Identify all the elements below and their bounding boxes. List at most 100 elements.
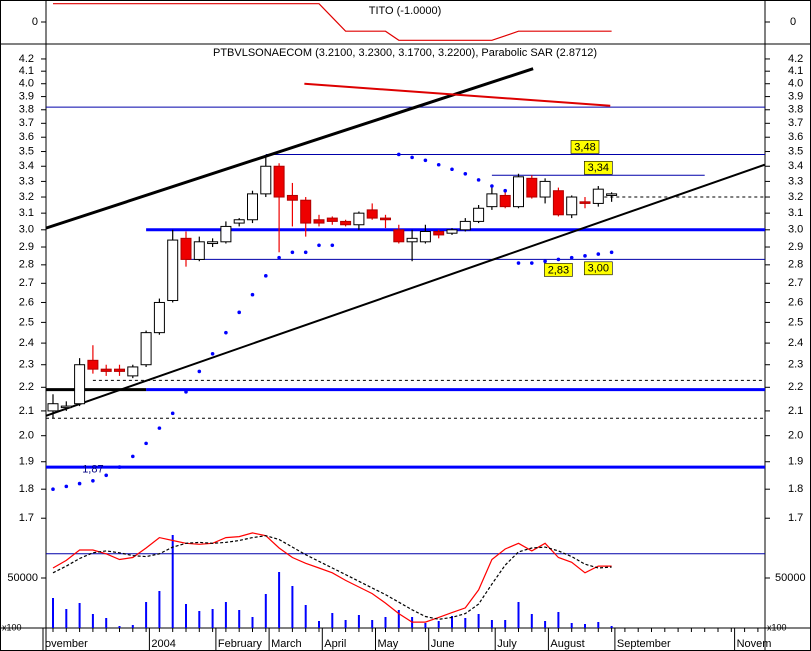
volume-bar — [251, 617, 254, 628]
x-tick-label: April — [324, 638, 346, 650]
annotation-box — [544, 263, 573, 277]
volume-bar — [78, 603, 81, 628]
x-tick-label: August — [550, 638, 584, 650]
volume-bar — [52, 598, 54, 628]
volume-bar — [118, 626, 121, 628]
volume-bar — [544, 621, 547, 628]
volume-bar — [171, 535, 174, 628]
indicator-line — [52, 535, 612, 620]
candle-body — [114, 368, 125, 372]
candle-body — [74, 364, 86, 405]
sar-dot — [450, 167, 454, 172]
x-tick-label: July — [497, 638, 517, 650]
sar-dot — [104, 473, 108, 478]
sar-dot — [516, 261, 521, 265]
x-tick-label: September — [617, 638, 671, 650]
annotation-box — [570, 140, 600, 154]
sar-dot — [91, 478, 95, 483]
y-tick-label: 2.0 — [788, 430, 803, 442]
candle-body — [579, 201, 591, 204]
sar-dot — [423, 158, 428, 163]
y-tick-label: 2.1 — [788, 405, 803, 417]
volume-bar — [557, 612, 560, 628]
annotation-label: 3,48 — [574, 141, 595, 153]
sar-dot — [184, 390, 188, 394]
volume-bar — [211, 609, 214, 628]
sar-dot — [210, 352, 215, 356]
y-tick-label: 1.7 — [788, 512, 803, 524]
y-tick-label: 2.2 — [19, 381, 34, 393]
volume-bar — [371, 620, 374, 628]
unit-label: x100 — [767, 622, 787, 632]
y-tick-label: 3.3 — [19, 175, 34, 187]
volume-bar — [384, 617, 387, 628]
annotation-box — [583, 160, 613, 175]
candle-body — [87, 359, 99, 370]
sar-dot — [250, 292, 255, 297]
y-tick-label: 3.7 — [19, 117, 34, 129]
volume-bar — [597, 622, 600, 628]
y-tick-label: 3.9 — [788, 90, 803, 102]
sar-dot — [170, 411, 175, 416]
candle-body — [486, 193, 498, 208]
sar-dot — [410, 155, 414, 160]
x-tick-label: Novem — [737, 638, 772, 650]
y-tick-label: 50000 — [775, 572, 806, 584]
sar-dot — [264, 274, 268, 278]
y-tick-label: 2.0 — [19, 430, 34, 442]
sar-dot — [51, 487, 55, 491]
y-tick-label: 2.6 — [788, 296, 803, 308]
y-tick-label: 1.9 — [19, 456, 34, 468]
candle-body — [300, 199, 312, 224]
sar-dot — [224, 330, 228, 335]
sar-dot — [463, 171, 468, 176]
candle-body — [180, 237, 192, 260]
annotation-label: 1,87 — [82, 464, 103, 476]
candle-body — [539, 180, 551, 198]
annotation-label: 3,34 — [588, 162, 609, 174]
x-tick-label: March — [271, 638, 302, 650]
y-tick-label: 3.8 — [788, 104, 803, 116]
x-tick-label: ovember — [45, 638, 88, 650]
sar-dot — [157, 426, 162, 430]
sar-dot — [131, 454, 135, 459]
sar-dot — [277, 255, 281, 260]
candle-body — [419, 230, 431, 243]
y-tick-label: 2.7 — [788, 277, 803, 289]
y-tick-label: 50000 — [7, 572, 38, 584]
volume-bar — [477, 614, 480, 628]
y-tick-label: 1.9 — [788, 456, 803, 468]
volume-bar — [318, 621, 320, 628]
volume-bar — [437, 621, 440, 628]
y-tick-label: 3.2 — [788, 191, 803, 203]
candle-body — [592, 188, 604, 204]
sar-dot — [569, 255, 574, 260]
volume-bar — [357, 615, 360, 628]
y-tick-label: 3.4 — [788, 160, 803, 172]
sar-dot — [556, 257, 561, 262]
volume-bar — [304, 605, 307, 628]
y-tick-label: 1.7 — [19, 512, 34, 524]
y-tick-label: 3.6 — [788, 131, 803, 143]
y-tick-label: 2.7 — [19, 277, 34, 289]
volume-bar — [278, 572, 281, 628]
candle-body — [47, 403, 59, 412]
y-tick-label: 4.0 — [19, 78, 34, 90]
volume-bar — [158, 591, 161, 628]
candle-body — [406, 237, 418, 243]
volume-bar — [131, 625, 134, 628]
y-tick-label: 3.2 — [19, 191, 34, 203]
volume-bar — [224, 602, 227, 628]
y-tick-label: 3.0 — [788, 224, 803, 236]
candle-body — [153, 301, 165, 334]
candle-body — [127, 366, 139, 377]
trend-line — [45, 163, 765, 417]
candle-body — [393, 229, 405, 243]
y-tick-label: 2.2 — [788, 381, 803, 393]
candle-body — [513, 176, 524, 208]
sar-dot — [317, 243, 321, 248]
candle-body — [60, 405, 72, 409]
trend-line — [304, 82, 611, 107]
y-tick-label: 3.5 — [788, 145, 803, 157]
